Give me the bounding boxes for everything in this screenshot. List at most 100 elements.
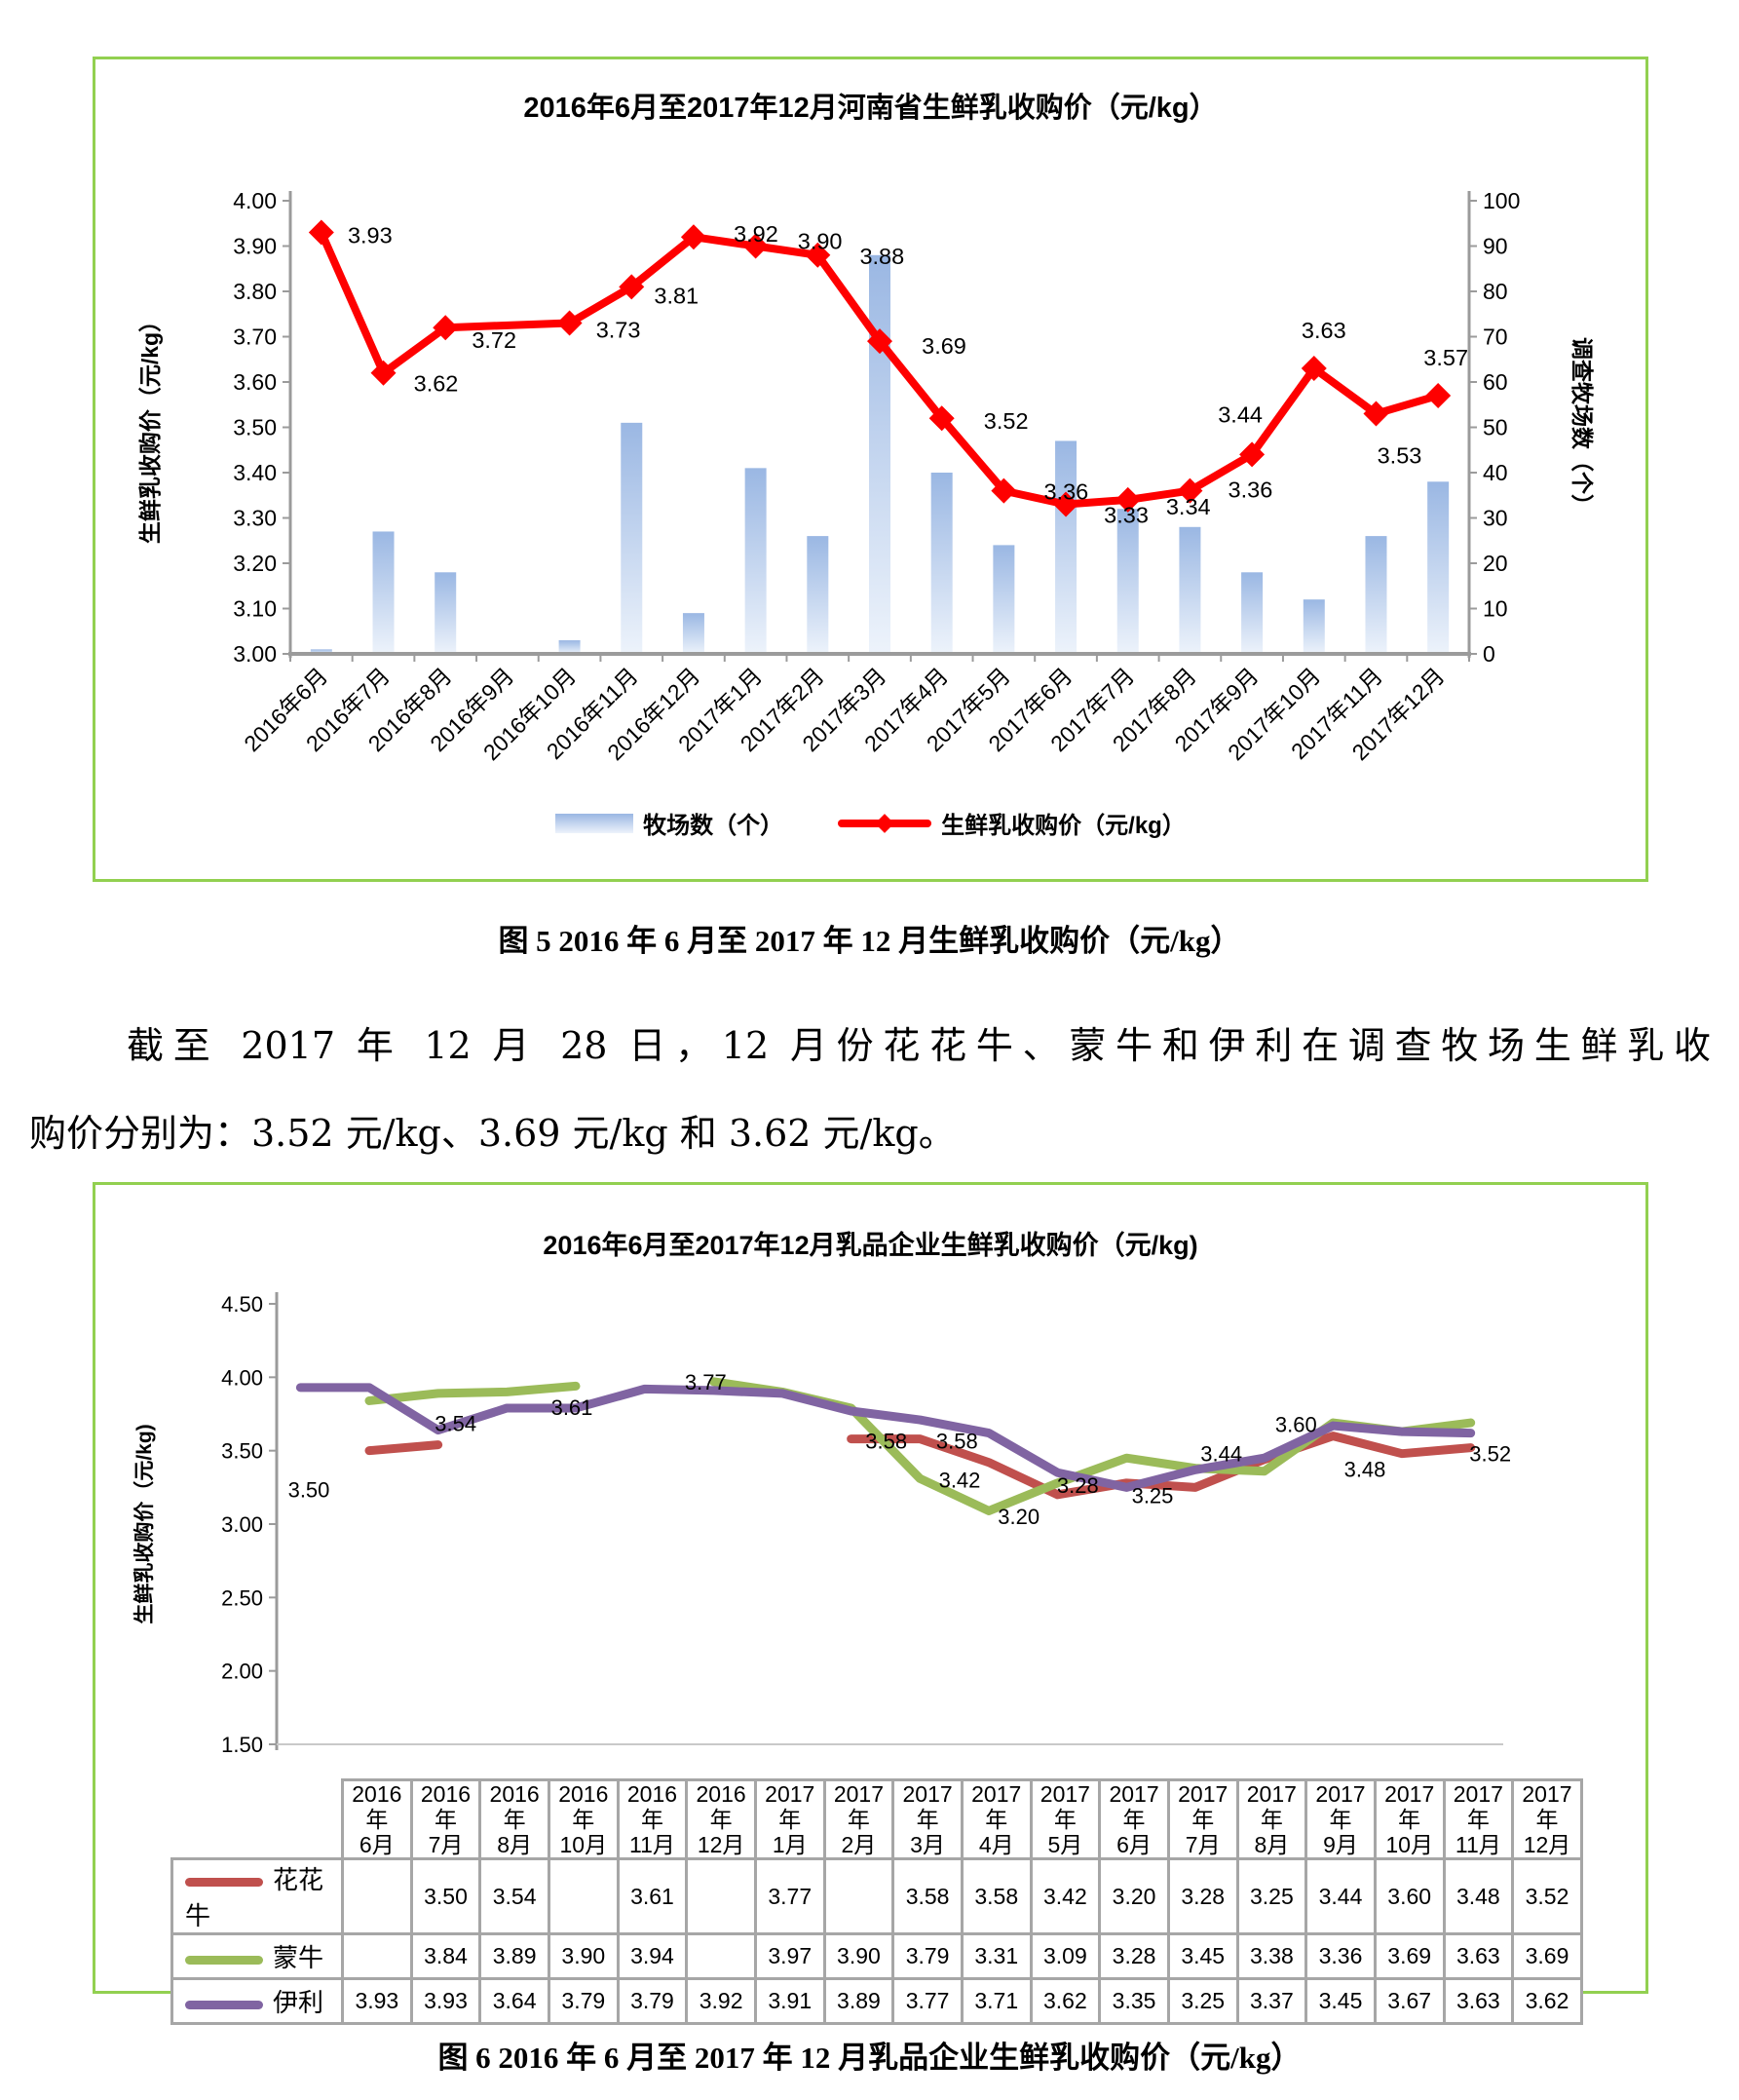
farm-count-bar bbox=[621, 422, 643, 654]
series-swatch-icon bbox=[185, 2000, 263, 2009]
table-value-cell: 3.28 bbox=[1166, 1857, 1239, 1935]
legend-item-milk-price: 生鲜乳收购价（元/kg） bbox=[838, 806, 1186, 840]
table-column-header: 2016年 11月 bbox=[616, 1778, 689, 1860]
diamond-marker-icon bbox=[1239, 441, 1266, 468]
right-axis-tick-label: 20 bbox=[1483, 551, 1508, 576]
table-value-cell: 3.62 bbox=[1029, 1977, 1102, 2025]
table-row: 花花牛 3.50 3.54 3.61 3.77 3.58 3.58 3.42 3.20 3.28 3… bbox=[170, 1857, 1583, 1935]
table-column-header: 2017年 5月 bbox=[1029, 1778, 1102, 1860]
table-value-cell: 3.28 bbox=[1098, 1932, 1170, 1980]
point-data-label: 3.77 bbox=[685, 1370, 727, 1394]
farm-count-bar bbox=[1365, 536, 1387, 654]
table-value-cell: 3.79 bbox=[891, 1932, 964, 1980]
y-axis-tick-label: 2.00 bbox=[221, 1660, 263, 1684]
farm-count-bar bbox=[1427, 481, 1450, 654]
table-value-cell: 3.20 bbox=[1098, 1857, 1170, 1935]
table-value-cell: 3.79 bbox=[616, 1977, 689, 2025]
table-value-cell: 3.69 bbox=[1373, 1932, 1446, 1980]
point-data-label: 3.90 bbox=[798, 229, 843, 254]
diamond-marker-icon bbox=[619, 274, 645, 300]
table-value-cell bbox=[547, 1857, 620, 1935]
company-line bbox=[364, 1381, 581, 1405]
farm-count-bar bbox=[744, 468, 767, 654]
right-axis-tick-label: 40 bbox=[1483, 460, 1508, 485]
figure5-chart-box: 2016年6月至2017年12月河南省生鲜乳收购价（元/kg） 4.00 100 3… bbox=[93, 57, 1648, 882]
figure5-caption: 图 5 2016 年 6 月至 2017 年 12 月生鲜乳收购价（元/kg） bbox=[498, 924, 1241, 958]
body-paragraph: 截至 2017 年 12 月 28 日，12 月份花花牛、蒙牛和伊利在调查牧场生… bbox=[29, 1002, 1711, 1177]
table-column-header: 2017年 6月 bbox=[1098, 1778, 1170, 1860]
table-value-cell bbox=[685, 1857, 757, 1935]
table-value-cell: 3.64 bbox=[478, 1977, 550, 2025]
point-data-label: 3.57 bbox=[1423, 345, 1468, 370]
table-value-cell: 3.69 bbox=[1511, 1932, 1583, 1980]
table-column-header: 2016年 12月 bbox=[685, 1778, 757, 1860]
table-value-cell: 3.90 bbox=[547, 1932, 620, 1980]
left-axis-tick-label: 3.10 bbox=[233, 596, 277, 622]
paragraph-line: 购价分别为：3.52 元/kg、3.69 元/kg 和 3.62 元/kg。 bbox=[29, 1112, 956, 1155]
farm-count-bar bbox=[807, 536, 829, 654]
chart2-data-table: 2016年 6月 2016年 7月 2016年 8月 2016年 10月 2016年 11月 201… bbox=[170, 1778, 1583, 2025]
point-data-label: 3.52 bbox=[984, 408, 1029, 434]
bar-series-swatch-icon bbox=[555, 813, 634, 833]
point-data-label: 3.28 bbox=[1057, 1473, 1099, 1498]
farm-count-bar bbox=[372, 531, 395, 654]
table-value-cell: 3.44 bbox=[1304, 1857, 1377, 1935]
company-line bbox=[295, 1383, 1476, 1492]
table-value-cell: 3.42 bbox=[1029, 1857, 1102, 1935]
table-value-cell: 3.45 bbox=[1166, 1932, 1239, 1980]
diamond-marker-icon bbox=[928, 405, 955, 432]
diamond-marker-icon bbox=[867, 328, 892, 355]
diamond-marker-icon bbox=[1115, 486, 1141, 513]
table-value-cell: 3.50 bbox=[409, 1857, 482, 1935]
table-value-cell: 3.77 bbox=[891, 1977, 964, 2025]
left-axis-tick-label: 3.70 bbox=[233, 325, 277, 350]
series-name: 蒙牛 bbox=[273, 1943, 324, 1972]
table-value-cell: 3.25 bbox=[1166, 1977, 1239, 2025]
table-corner-cell bbox=[172, 1780, 343, 1859]
figure6-caption: 图 6 2016 年 6 月至 2017 年 12 月乳品企业生鲜乳收购价（元/… bbox=[437, 2041, 1302, 2075]
table-header-row: 2016年 6月 2016年 7月 2016年 8月 2016年 10月 2016年 11月 201… bbox=[172, 1778, 1583, 1860]
table-row: 伊利 3.93 3.93 3.64 3.79 3.79 3.92 3.91 3.89 3.77 3.… bbox=[170, 1977, 1583, 2025]
point-data-label: 3.61 bbox=[551, 1395, 593, 1420]
left-axis-tick-label: 3.90 bbox=[233, 234, 277, 259]
farm-count-bar bbox=[869, 254, 890, 654]
price-line bbox=[317, 228, 1443, 509]
table-value-cell bbox=[341, 1932, 413, 1980]
point-data-label: 3.60 bbox=[1275, 1413, 1317, 1437]
table-column-header: 2016年 6月 bbox=[341, 1778, 413, 1860]
farm-count-bar bbox=[1241, 572, 1264, 654]
table-column-header: 2017年 7月 bbox=[1166, 1778, 1239, 1860]
left-axis-tick-label: 3.60 bbox=[233, 369, 277, 395]
table-value-cell: 3.93 bbox=[341, 1977, 413, 2025]
diamond-marker-icon bbox=[680, 224, 706, 250]
point-data-label: 3.63 bbox=[1302, 318, 1346, 343]
table-value-cell bbox=[685, 1932, 757, 1980]
point-data-label: 3.48 bbox=[1344, 1458, 1386, 1482]
left-axis-tick-label: 3.40 bbox=[233, 460, 277, 485]
farm-count-bar bbox=[1055, 440, 1077, 654]
diamond-marker-icon bbox=[991, 477, 1017, 504]
table-column-header: 2017年 2月 bbox=[822, 1778, 895, 1860]
table-column-header: 2016年 10月 bbox=[547, 1778, 620, 1860]
series-row-label: 花花牛 bbox=[170, 1857, 344, 1935]
point-data-label: 3.72 bbox=[472, 327, 516, 353]
point-data-label: 3.69 bbox=[922, 333, 966, 359]
diamond-marker-icon bbox=[556, 310, 583, 336]
chart2-axis-title: 生鲜乳收购价（元/kg) bbox=[133, 1424, 156, 1624]
left-axis-tick-label: 3.50 bbox=[233, 415, 277, 440]
left-axis-tick-label: 4.00 bbox=[233, 188, 277, 213]
chart2-title: 2016年6月至2017年12月乳品企业生鲜乳收购价（元/kg) bbox=[543, 1231, 1198, 1260]
y-axis-tick-label: 3.50 bbox=[221, 1439, 263, 1464]
chart1-right-axis-title: 调查牧场数（个） bbox=[1569, 337, 1595, 516]
series-name: 花花牛 bbox=[185, 1865, 324, 1930]
series-row-label: 蒙牛 bbox=[170, 1932, 344, 1980]
farm-count-bar bbox=[435, 572, 457, 654]
chart1-title: 2016年6月至2017年12月河南省生鲜乳收购价（元/kg） bbox=[523, 93, 1218, 124]
point-data-label: 3.50 bbox=[288, 1478, 330, 1503]
farm-count-bar bbox=[310, 649, 332, 654]
farm-count-bar bbox=[1179, 526, 1201, 654]
right-axis-tick-label: 10 bbox=[1483, 596, 1508, 622]
table-value-cell: 3.45 bbox=[1304, 1977, 1377, 2025]
y-axis-tick-label: 1.50 bbox=[221, 1733, 263, 1757]
table-column-header: 2017年 4月 bbox=[960, 1778, 1033, 1860]
